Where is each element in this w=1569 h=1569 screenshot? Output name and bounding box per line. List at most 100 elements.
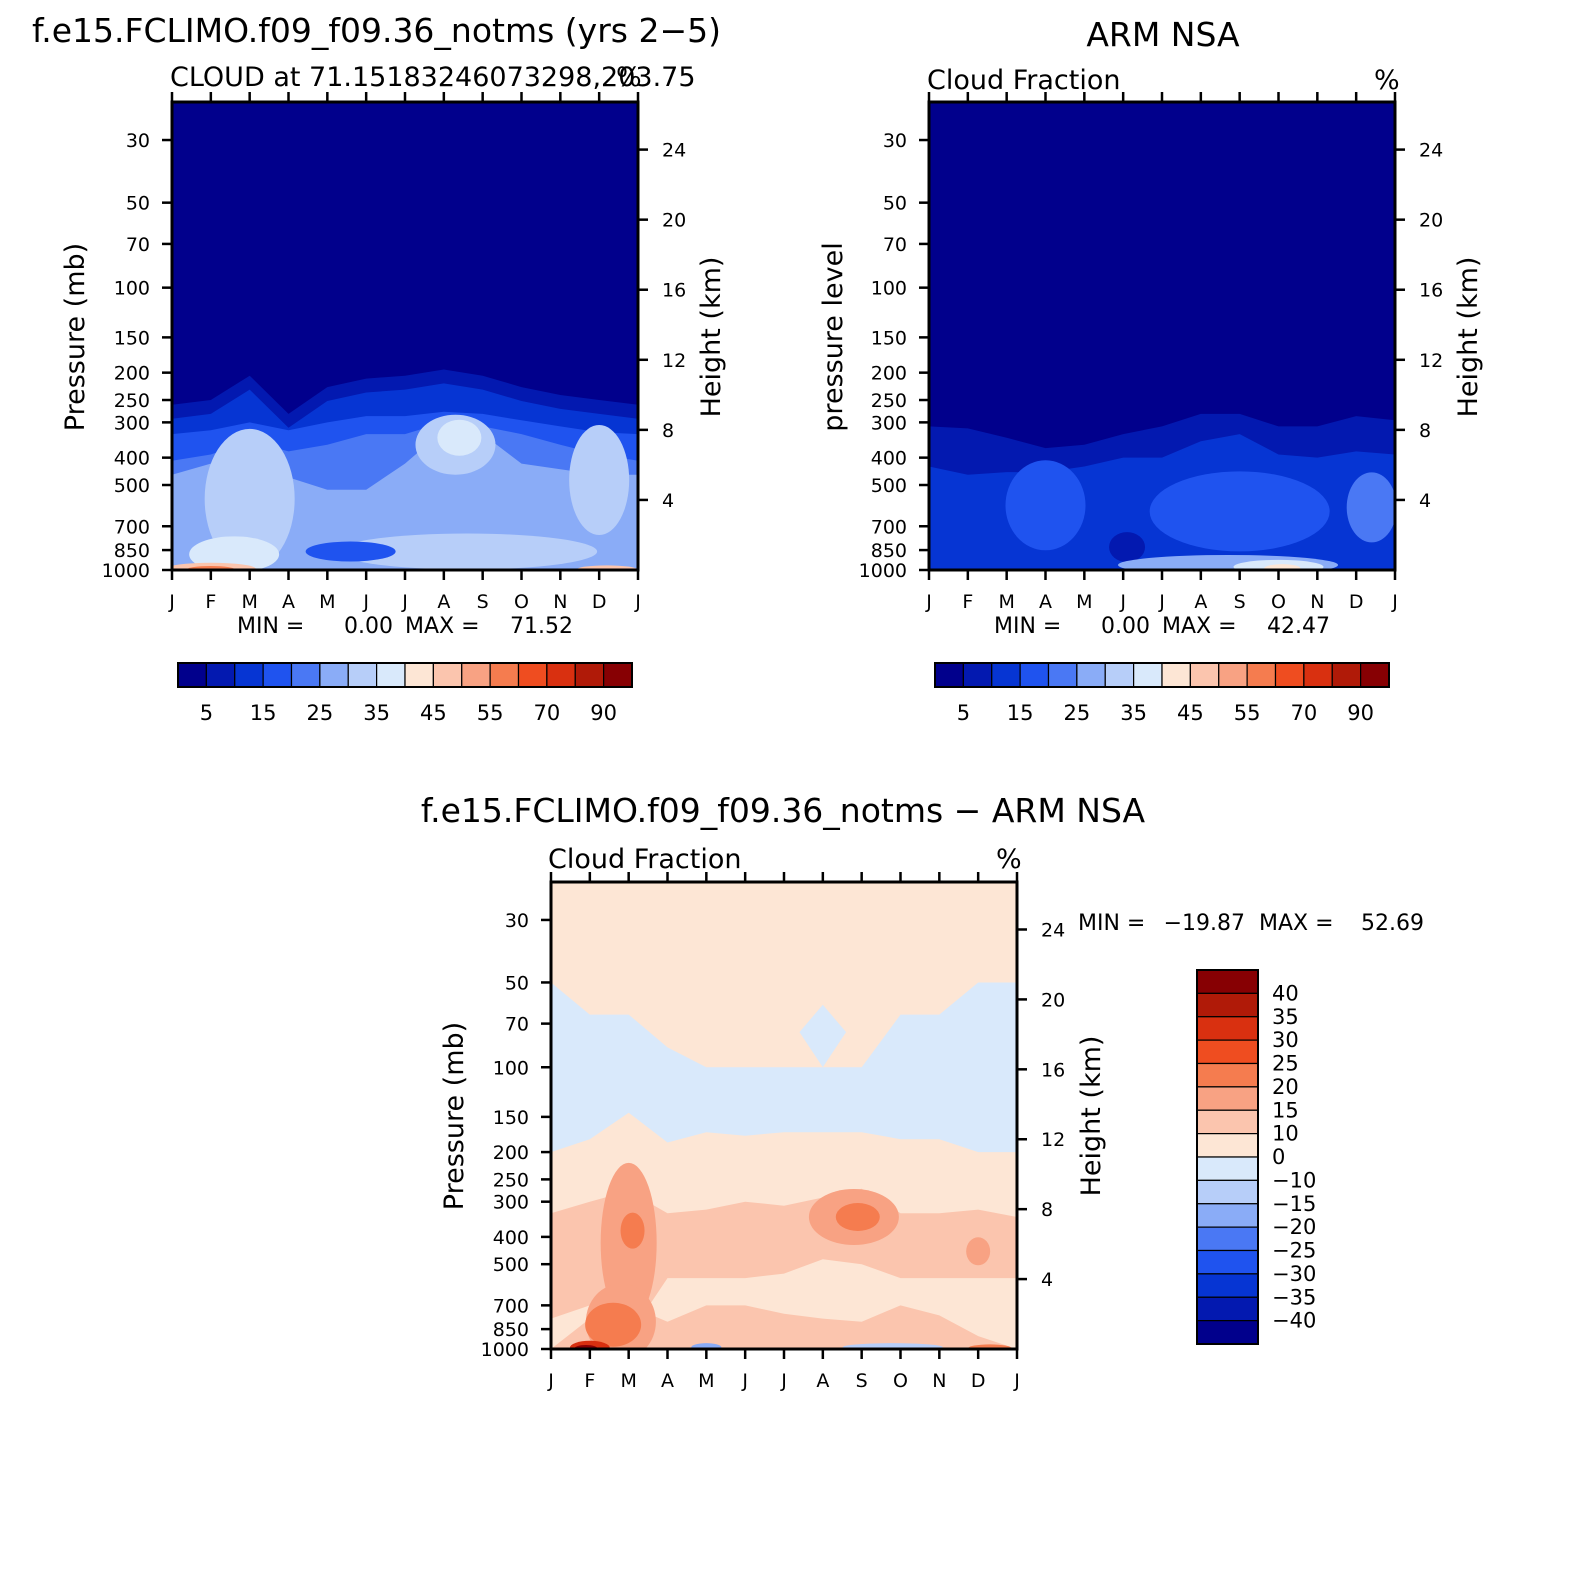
obs-colorbar-frame [934,662,1390,688]
diff-colorbar-label: 0 [1272,1145,1285,1169]
obs-colorbar-box [934,662,964,688]
diff-colorbar-box [1196,1062,1259,1088]
diff-level-20to25-b [835,1203,880,1232]
diff-ytick-right-label: 4 [1041,1269,1053,1291]
obs-ytick-label: 850 [871,540,907,562]
diff-colorbar-box [1196,1296,1259,1322]
panel-diff-max: 52.69 [1361,911,1424,936]
model-level-25 [172,430,638,570]
model-colorbar-label: 45 [420,701,447,725]
model-ytick-label: 300 [114,412,150,434]
obs-ytick-right-label: 16 [1419,280,1443,302]
obs-ytick-label: 500 [871,475,907,497]
diff-xtick-label: J [780,1370,787,1392]
diff-xtick-label: A [816,1370,829,1392]
diff-colorbar-label: 15 [1272,1098,1299,1122]
obs-colorbar-box [1076,662,1106,688]
diff-ytick-label: 700 [493,1295,529,1317]
diff-colorbar-label: 10 [1272,1122,1299,1146]
obs-ytick-label: 200 [871,363,907,385]
diff-colorbar-box [1196,992,1259,1018]
panel-obs-title: ARM NSA [1086,15,1240,54]
diff-ytick-right-label: 8 [1041,1199,1053,1221]
obs-ytick-label: 400 [871,448,907,470]
diff-colorbar-box [1196,1086,1259,1111]
diff-level-10to15-low [551,1305,1017,1349]
panel-model: f.e15.FCLIMO.f09_f09.36_notms (yrs 2−5) … [32,11,727,725]
diff-colorbar-box [1196,1226,1259,1252]
diff-colorbar-label: −35 [1272,1285,1316,1309]
diff-ytick-right-label: 12 [1041,1129,1065,1151]
panel-obs-ylabel-right: Height (km) [1453,257,1484,418]
diff-ytick-label: 100 [493,1057,529,1079]
diff-ytick-label: 850 [493,1319,529,1341]
model-ytick-label: 50 [126,193,150,215]
model-ytick-right-label: 12 [662,350,686,372]
panel-diff-ylabel-right: Height (km) [1076,1036,1107,1197]
model-level-30-c [569,425,630,536]
diff-colorbar-box [1196,1320,1259,1345]
model-ytick-right-label: 24 [662,140,686,162]
model-ytick-label: 500 [114,475,150,497]
obs-level-5-low [1109,532,1146,563]
panel-diff-title: f.e15.FCLIMO.f09_f09.36_notms − ARM NSA [421,791,1146,830]
diff-level-10to15 [551,1188,1017,1337]
model-ytick-label: 30 [126,130,150,152]
diff-xtick-label: S [856,1370,868,1392]
obs-xtick-label: A [1039,591,1052,613]
model-colorbar-box [234,662,264,688]
diff-colorbar-label: −25 [1272,1239,1316,1263]
diff-colorbar-label: 40 [1272,981,1299,1005]
model-xtick-label: D [592,591,607,613]
obs-colorbar-label: 5 [957,701,970,725]
diff-ytick-label: 50 [505,972,529,994]
obs-colorbar-label: 35 [1120,701,1147,725]
obs-ytick-label: 150 [871,327,907,349]
obs-colorbar-box [962,662,993,688]
model-colorbar-box [461,662,491,688]
model-level-35-a [189,536,280,570]
panel-model-colorbar: 5 15 25 35 45 55 70 90 [177,662,633,725]
obs-colorbar-box [1104,662,1135,688]
model-level-15-low [305,541,396,562]
diff-colorbar-box [1196,1273,1259,1298]
obs-xtick-label: O [1271,591,1286,613]
diff-ytick-label: 300 [493,1192,529,1214]
diff-ytick-right-label: 24 [1041,919,1065,941]
model-xtick-label: J [634,591,641,613]
diff-colorbar-label: 25 [1272,1052,1299,1076]
obs-colorbar-label: 25 [1064,701,1091,725]
diff-ytick-label: 500 [493,1254,529,1276]
obs-xtick-label: F [962,591,973,613]
obs-xtick-label: A [1194,591,1207,613]
obs-ytick-label: 700 [871,516,907,538]
diff-ytick-label: 30 [505,910,529,932]
panel-model-units: % [616,62,642,93]
obs-xtick-label: M [998,591,1014,613]
diff-colorbar-box [1196,1109,1259,1135]
model-colorbar-label: 15 [250,701,277,725]
panel-obs-subtitle: Cloud Fraction [927,65,1120,96]
diff-xtick-label: M [620,1370,636,1392]
panel-diff-subtitle: Cloud Fraction [548,844,741,875]
model-colorbar-box [404,662,434,688]
panel-diff-units: % [996,844,1022,875]
model-xtick-label: F [205,591,216,613]
diff-colorbar-label: 20 [1272,1075,1299,1099]
diff-level-15to20-d [966,1237,991,1266]
obs-ytick-right-label: 12 [1419,350,1443,372]
diff-colorbar-label: −10 [1272,1168,1316,1192]
obs-colorbar-box [1274,662,1305,688]
model-xtick-label: J [362,591,369,613]
model-colorbar-box [347,662,378,688]
panel-diff-ylabel-left: Pressure (mb) [439,1022,470,1210]
panel-obs-min: 0.00 [1101,614,1150,639]
model-colorbar-box [319,662,349,688]
model-colorbar-label: 55 [477,701,504,725]
obs-colorbar-box [1331,662,1362,688]
panel-model-max-label: MAX = [405,614,480,639]
obs-colorbar-box [1189,662,1220,688]
